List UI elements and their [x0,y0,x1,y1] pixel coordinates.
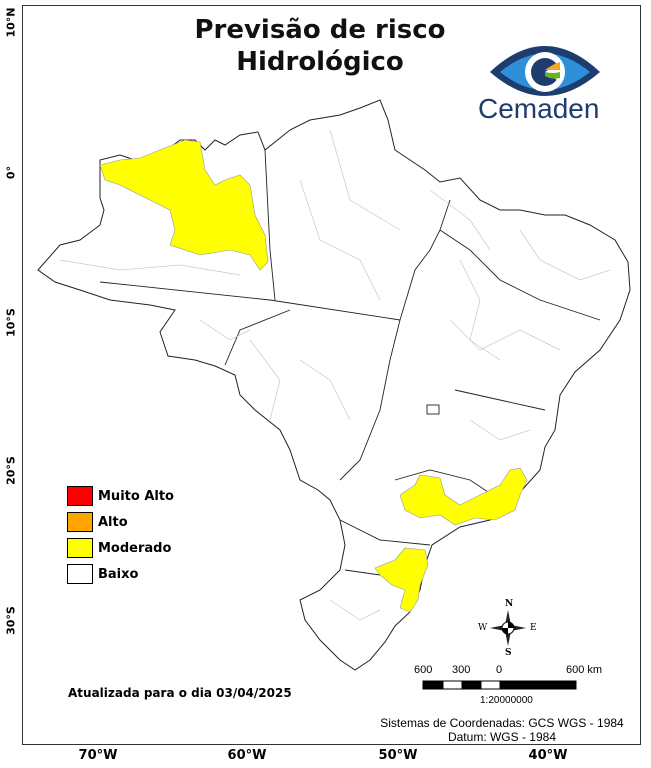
compass-s: S [505,648,512,658]
scale-tick: 300 [452,664,471,676]
legend-item-baixo: Baixo [67,564,138,584]
legend-item-alto: Alto [67,512,128,532]
lat-label: 20°S [4,456,18,485]
cemaden-logo-text: Cemaden [478,93,600,124]
municipal-borders [59,129,611,621]
crs-text: Sistemas de Coordenadas: GCS WGS - 1984 [380,716,624,730]
legend-swatch [67,564,93,584]
lon-label: 60°W [227,748,267,763]
legend-item-muito-alto: Muito Alto [67,486,174,506]
map-title: Previsão de risco Hidrológico [150,14,490,78]
scale-ratio: 1:20000000 [480,695,533,706]
risk-areas [99,139,528,613]
legend-swatch [67,538,93,558]
compass-w: W [478,623,488,633]
compass-e: E [530,623,537,633]
scale-tick: 600 [414,664,433,676]
updated-date: Atualizada para o dia 03/04/2025 [68,686,292,700]
title-line-2: Hidrológico [236,47,404,77]
risk-area-sp-rj [399,467,528,526]
lon-label: 70°W [78,748,118,763]
risk-area-sc [374,547,429,613]
lat-label: 0° [4,165,18,180]
legend-item-moderado: Moderado [67,538,171,558]
lat-label: 10°N [4,7,18,38]
cemaden-logo-eye [490,46,600,96]
legend-label: Alto [98,514,128,530]
lat-label: 30°S [4,606,18,635]
compass-rose [490,610,526,646]
lon-label: 40°W [528,748,568,763]
compass-n: N [505,599,514,609]
legend-label: Muito Alto [98,488,174,504]
scale-bar [422,680,577,690]
legend-swatch [67,486,93,506]
datum-text: Datum: WGS - 1984 [447,730,557,744]
title-line-1: Previsão de risco [194,15,446,45]
legend-swatch [67,512,93,532]
scale-tick: 600 km [566,664,603,676]
scale-tick: 0 [496,664,503,676]
risk-area-amazonas [99,139,269,271]
map-frame [22,5,641,745]
lat-label: 10°S [4,308,18,337]
legend-label: Baixo [98,566,139,582]
lon-label: 50°W [378,748,418,763]
legend-label: Moderado [98,540,172,556]
